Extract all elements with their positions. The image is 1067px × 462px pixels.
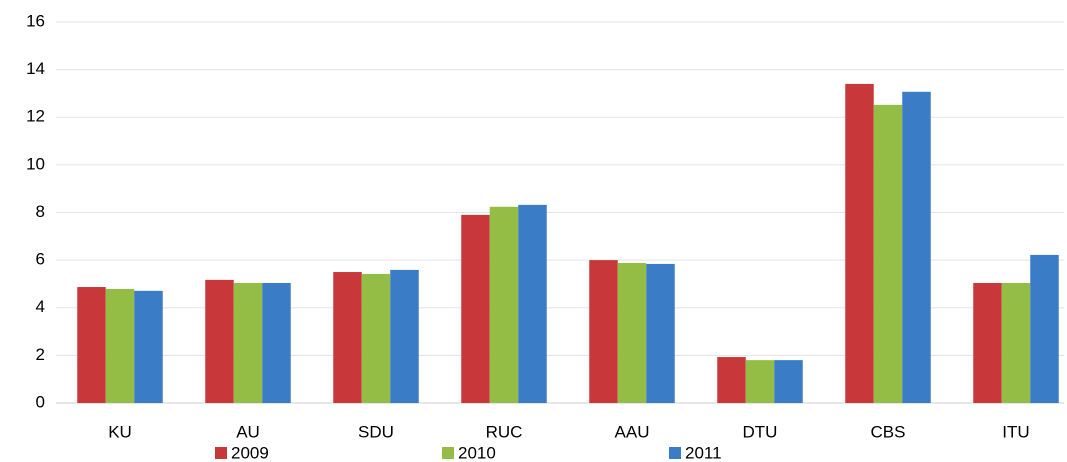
bar (617, 262, 647, 403)
y-tick-label: 2 (36, 345, 45, 364)
y-tick-label: 14 (26, 59, 45, 78)
x-tick-label: AU (236, 422, 260, 441)
bar (461, 214, 490, 403)
legend-swatch (442, 447, 454, 459)
bar (845, 83, 874, 403)
legend-label: 2009 (231, 443, 269, 462)
bar (774, 360, 803, 403)
bar (105, 288, 135, 403)
bar (1030, 254, 1059, 403)
legend-label: 2010 (458, 443, 496, 462)
x-tick-label: RUC (486, 422, 523, 441)
y-tick-label: 0 (36, 392, 45, 411)
bar (489, 206, 519, 403)
y-tick-label: 16 (26, 11, 45, 30)
bar (205, 279, 234, 403)
x-tick-label: DTU (743, 422, 778, 441)
y-tick-label: 12 (26, 107, 45, 126)
bar (361, 273, 391, 403)
legend-swatch (669, 447, 681, 459)
bar (262, 282, 291, 403)
y-tick-label: 4 (36, 297, 45, 316)
y-tick-label: 8 (36, 202, 45, 221)
y-tick-label: 10 (26, 154, 45, 173)
bar (873, 104, 903, 404)
legend-label: 2011 (685, 443, 722, 462)
bar (902, 91, 931, 403)
bar (589, 260, 618, 403)
bar (717, 357, 746, 403)
y-tick-label: 6 (36, 250, 45, 269)
bar (333, 272, 362, 403)
bar (646, 263, 675, 403)
x-tick-label: SDU (358, 422, 394, 441)
x-tick-label: CBS (871, 422, 906, 441)
bar (1001, 282, 1031, 403)
x-tick-label: KU (108, 422, 132, 441)
bar (518, 204, 547, 403)
bar (745, 360, 775, 403)
x-tick-label: AAU (615, 422, 650, 441)
bar (77, 287, 106, 403)
bar (973, 282, 1002, 403)
bar (233, 282, 263, 403)
x-tick-label: ITU (1002, 422, 1029, 441)
bar (134, 290, 163, 403)
bar (390, 269, 419, 403)
legend-swatch (215, 447, 227, 459)
